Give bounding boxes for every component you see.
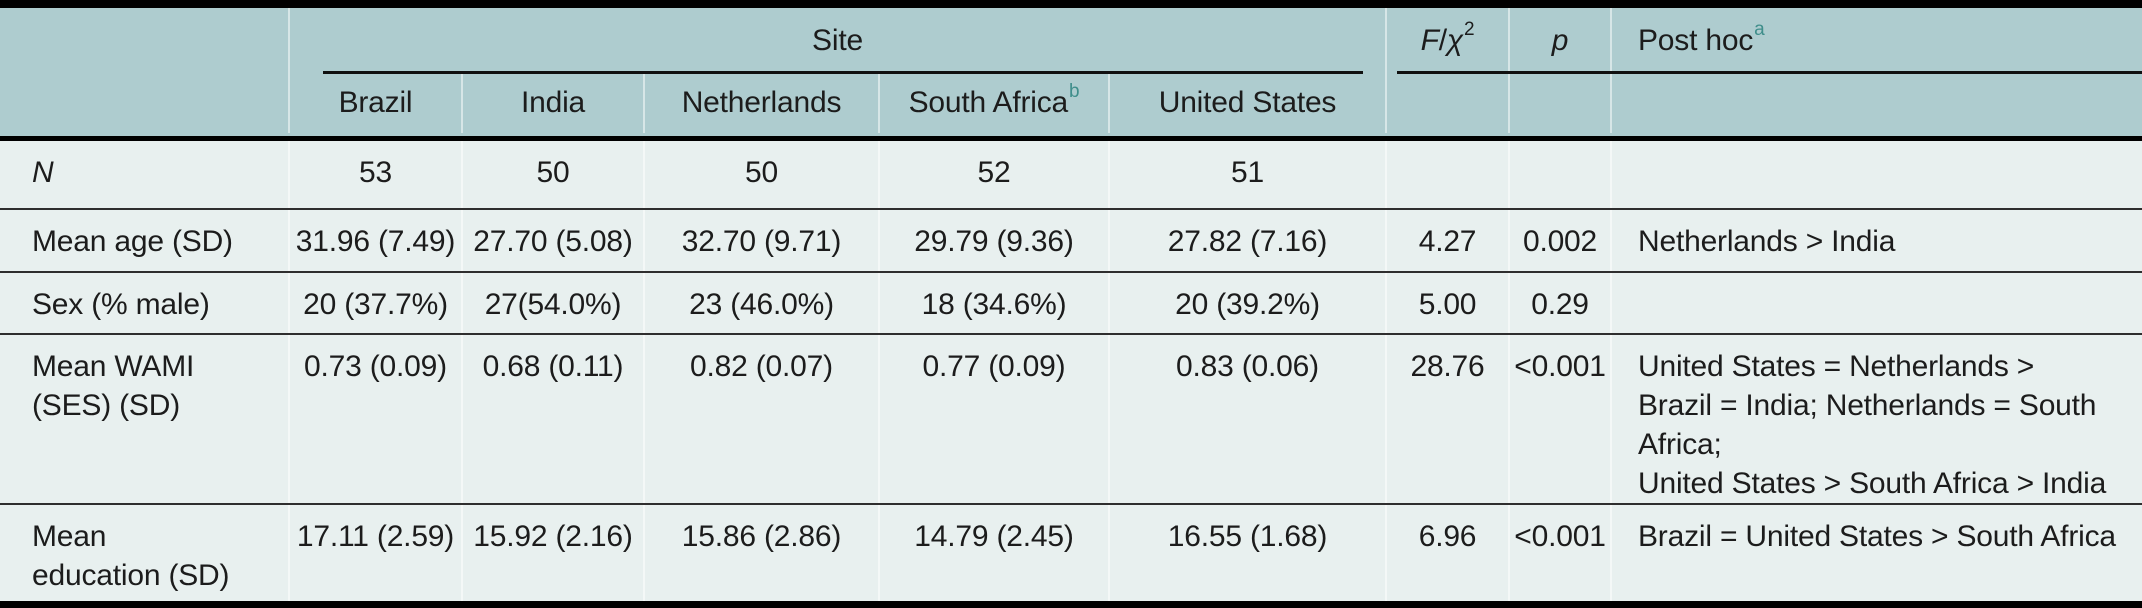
cell-p-value: <0.001 — [1510, 505, 1612, 601]
cell-p-value: <0.001 — [1510, 335, 1612, 503]
column-header-united-states: United States — [1110, 73, 1387, 133]
cell-india: 50 — [463, 141, 645, 208]
cell-post-hoc: Brazil = United States > South Africa — [1638, 520, 2116, 553]
row-label: Mean WAMI (SES) (SD) — [0, 335, 290, 503]
cell-united-states: 51 — [1110, 141, 1387, 208]
cell-post-hoc — [1612, 273, 2142, 333]
cell-brazil: 20 (37.7%) — [290, 273, 463, 333]
cell-p-value: 0.29 — [1510, 273, 1612, 333]
header-row-sites: Brazil India Netherlands South Africa b U… — [0, 73, 2142, 133]
cell-india: 0.68 (0.11) — [463, 335, 645, 503]
cell-p-value — [1510, 141, 1612, 208]
stats-group-underline — [1397, 71, 2142, 74]
cell-united-states: 20 (39.2%) — [1110, 273, 1387, 333]
cell-united-states: 27.82 (7.16) — [1110, 210, 1387, 271]
header-empty-cell — [1387, 73, 1510, 133]
row-label: Sex (% male) — [0, 273, 290, 333]
cell-f-statistic: 28.76 — [1387, 335, 1510, 503]
cell-united-states: 0.83 (0.06) — [1110, 335, 1387, 503]
cell-south-africa: 14.79 (2.45) — [880, 505, 1110, 601]
cell-f-statistic: 5.00 — [1387, 273, 1510, 333]
table-row-mean-education: Mean education (SD) 17.11 (2.59) 15.92 (… — [0, 503, 2142, 601]
cell-p-value: 0.002 — [1510, 210, 1612, 271]
row-label: Mean age (SD) — [0, 210, 290, 271]
post-hoc-header: Post hoc a — [1638, 18, 1765, 57]
table-row-sex: Sex (% male) 20 (37.7%) 27(54.0%) 23 (46… — [0, 271, 2142, 333]
cell-south-africa: 29.79 (9.36) — [880, 210, 1110, 271]
cell-brazil: 17.11 (2.59) — [290, 505, 463, 601]
cell-post-hoc: Netherlands > India — [1638, 225, 1896, 258]
cell-south-africa: 0.77 (0.09) — [880, 335, 1110, 503]
table-header: Site F / χ 2 p Post hoc a Brazil India Nethe… — [0, 8, 2142, 141]
site-group-underline — [323, 71, 1363, 74]
cell-brazil: 31.96 (7.49) — [290, 210, 463, 271]
cell-south-africa: 18 (34.6%) — [880, 273, 1110, 333]
cell-united-states: 16.55 (1.68) — [1110, 505, 1387, 601]
table-row-n: N 53 50 50 52 51 — [0, 141, 2142, 208]
cell-netherlands: 50 — [645, 141, 880, 208]
cell-india: 27(54.0%) — [463, 273, 645, 333]
header-row-groups: Site F / χ 2 p Post hoc a — [0, 8, 2142, 73]
cell-south-africa: 52 — [880, 141, 1110, 208]
cell-netherlands: 15.86 (2.86) — [645, 505, 880, 601]
cell-f-statistic — [1387, 141, 1510, 208]
header-empty-cell — [0, 8, 290, 73]
header-empty-cell — [0, 73, 290, 133]
cell-f-statistic: 4.27 — [1387, 210, 1510, 271]
column-header-india: India — [463, 73, 645, 133]
row-label: Mean education (SD) — [0, 505, 290, 601]
row-label: N — [0, 141, 290, 208]
header-empty-cell — [1612, 73, 2142, 133]
cell-india: 15.92 (2.16) — [463, 505, 645, 601]
chi-symbol: χ — [1446, 23, 1464, 57]
cell-netherlands: 0.82 (0.07) — [645, 335, 880, 503]
table-row-mean-wami: Mean WAMI (SES) (SD) 0.73 (0.09) 0.68 (0… — [0, 333, 2142, 503]
f-chi-squared-header: F / χ 2 — [1387, 8, 1510, 73]
slash: / — [1438, 23, 1447, 57]
p-value-header: p — [1510, 8, 1612, 73]
cell-india: 27.70 (5.08) — [463, 210, 645, 271]
cell-f-statistic: 6.96 — [1387, 505, 1510, 601]
cell-netherlands: 32.70 (9.71) — [645, 210, 880, 271]
column-header-brazil: Brazil — [290, 73, 463, 133]
site-group-header: Site — [290, 8, 1387, 73]
cell-brazil: 0.73 (0.09) — [290, 335, 463, 503]
header-empty-cell — [1510, 73, 1612, 133]
cell-netherlands: 23 (46.0%) — [645, 273, 880, 333]
table-body: N 53 50 50 52 51 Mean age (SD) 31.96 (7.… — [0, 141, 2142, 601]
column-header-netherlands: Netherlands — [645, 73, 880, 133]
cell-post-hoc — [1612, 141, 2142, 208]
cell-brazil: 53 — [290, 141, 463, 208]
table-row-mean-age: Mean age (SD) 31.96 (7.49) 27.70 (5.08) … — [0, 208, 2142, 271]
f-symbol: F — [1420, 23, 1439, 57]
cell-post-hoc: United States = Netherlands > Brazil = I… — [1638, 350, 2107, 500]
column-header-south-africa: South Africa b — [880, 73, 1110, 133]
